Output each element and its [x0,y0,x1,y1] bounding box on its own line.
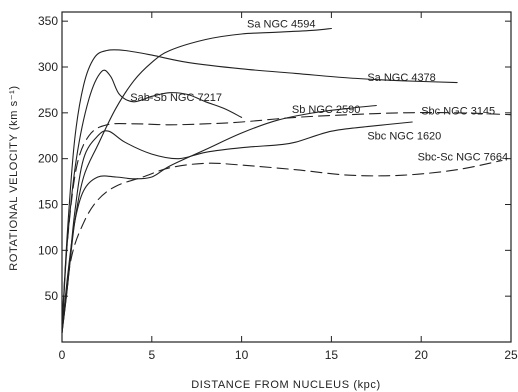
series-line-sa-ngc-4594 [61,27,332,334]
x-tick-label: 10 [235,348,249,362]
curve-label: Sab-Sb NGC 7217 [130,92,222,104]
plot-frame [61,11,512,343]
curve-label: Sa NGC 4378 [367,72,435,84]
series-line-sbc-ngc-3145 [61,112,512,325]
series-layer [61,27,512,334]
x-tick-label: 0 [59,348,66,362]
y-tick-label: 350 [38,14,58,28]
x-tick-label: 25 [504,348,518,362]
x-axis-title: DISTANCE FROM NUCLEUS (kpc) [191,379,381,391]
y-tick-label: 200 [38,152,58,166]
x-tick-label: 15 [325,348,339,362]
y-axis-title: ROTATIONAL VELOCITY (km s⁻¹) [8,85,20,270]
x-tick-label: 20 [415,348,429,362]
y-tick-label: 250 [38,106,58,120]
y-tick-label: 50 [45,289,59,303]
y-tick-label: 150 [38,198,58,212]
x-tick-label: 5 [148,348,155,362]
axis-ticks: 0 5 10 15 20 25 50 100 150 200 250 300 350 [38,12,518,362]
series-line-sbc-sc-ngc-7664 [61,159,503,329]
series-line-sb-ngc-2590 [61,104,377,334]
series-line-sab-sb-ngc-7217 [61,69,243,334]
curve-labels: Sa NGC 4594 Sa NGC 4378 Sab-Sb NGC 7217 Sb … [130,19,508,164]
series-line-sa-ngc-4378 [61,49,458,329]
curve-label: Sbc NGC 3145 [421,106,495,118]
curve-label: Sa NGC 4594 [247,19,315,31]
curve-label: Sbc NGC 1620 [367,130,441,142]
y-tick-label: 300 [38,60,58,74]
curve-label: Sb NGC 2590 [292,104,360,116]
curve-label: Sbc-Sc NGC 7664 [418,152,508,164]
y-tick-label: 100 [38,243,58,257]
series-line-sbc-ngc-1620 [61,121,413,334]
